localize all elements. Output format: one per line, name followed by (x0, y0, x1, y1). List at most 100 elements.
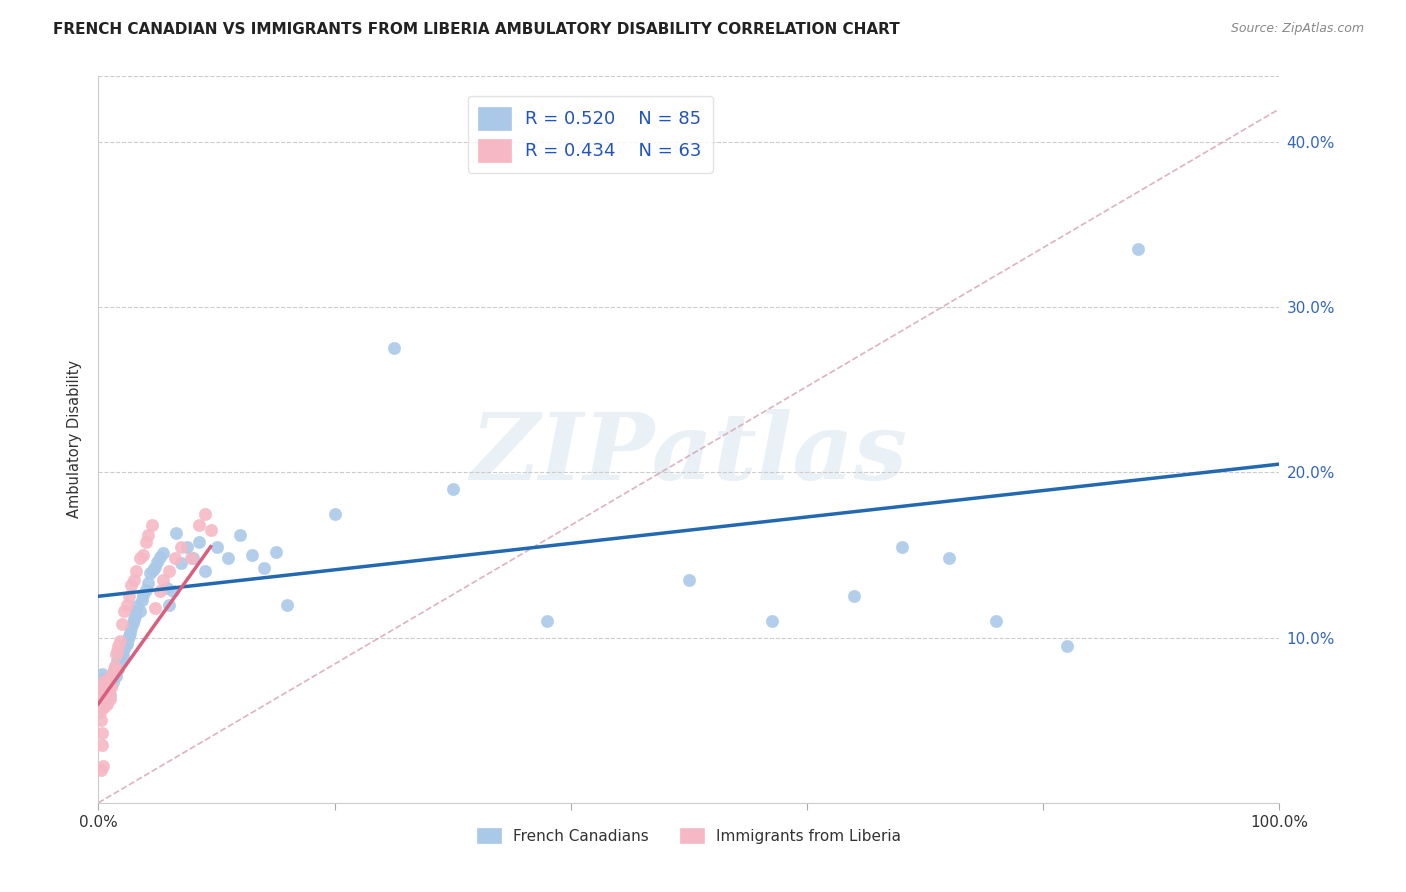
Point (97, 693, 120, 707)
Point (111, 645, 134, 659)
Point (1126, 242, 1149, 256)
Point (114, 637, 136, 651)
Point (181, 551, 204, 566)
Point (162, 584, 184, 599)
Point (105, 658, 128, 673)
Point (94, 689, 117, 703)
Point (105, 654, 128, 668)
Point (105, 647, 128, 661)
Point (93, 693, 115, 707)
Point (93, 683, 115, 698)
Point (89, 689, 111, 703)
Point (761, 614, 783, 628)
Point (89, 691, 111, 706)
Point (91, 677, 114, 691)
Point (91, 683, 114, 698)
Point (103, 662, 125, 676)
Point (142, 563, 165, 577)
Point (121, 578, 143, 592)
Point (844, 589, 866, 603)
Point (90, 700, 112, 714)
Point (93, 683, 115, 698)
Point (112, 648, 135, 663)
Point (96, 687, 118, 701)
Point (205, 540, 228, 554)
Point (98, 670, 121, 684)
Legend: French Canadians, Immigrants from Liberia: French Canadians, Immigrants from Liberi… (471, 822, 907, 850)
Point (104, 662, 127, 676)
Point (323, 507, 346, 521)
Point (1056, 639, 1078, 653)
Point (132, 548, 155, 562)
Point (240, 548, 263, 562)
Text: Source: ZipAtlas.com: Source: ZipAtlas.com (1230, 22, 1364, 36)
Point (678, 573, 700, 587)
Point (136, 576, 159, 591)
Point (105, 668, 128, 682)
Point (139, 566, 162, 581)
Point (104, 658, 127, 673)
Point (217, 551, 239, 566)
Point (124, 609, 146, 624)
Point (118, 629, 141, 643)
Point (93, 673, 115, 688)
Point (90, 680, 112, 694)
Point (91, 691, 114, 706)
Point (165, 551, 187, 566)
Point (91, 689, 114, 703)
Point (111, 617, 134, 632)
Text: FRENCH CANADIAN VS IMMIGRANTS FROM LIBERIA AMBULATORY DISABILITY CORRELATION CHA: FRENCH CANADIAN VS IMMIGRANTS FROM LIBER… (53, 22, 900, 37)
Point (101, 675, 124, 690)
Point (143, 559, 166, 574)
Point (94, 678, 117, 692)
Point (143, 600, 166, 615)
Point (97, 675, 120, 690)
Point (101, 665, 124, 680)
Point (105, 644, 128, 658)
Point (135, 534, 157, 549)
Point (93, 691, 115, 706)
Point (94, 697, 117, 711)
Point (93, 675, 115, 690)
Point (938, 551, 960, 566)
Point (91, 689, 114, 703)
Point (89, 683, 111, 698)
Point (149, 584, 172, 599)
Point (97, 683, 120, 698)
Point (90, 689, 112, 703)
Point (93, 700, 115, 714)
Point (194, 507, 217, 521)
Point (122, 573, 145, 587)
Point (128, 604, 150, 618)
Point (91, 738, 114, 752)
Point (94, 689, 117, 703)
Point (200, 523, 222, 537)
Point (253, 561, 276, 575)
Point (91, 678, 114, 692)
Point (91, 697, 114, 711)
Point (152, 573, 174, 587)
Point (100, 680, 122, 694)
Point (94, 677, 117, 691)
Point (91, 697, 114, 711)
Point (122, 612, 145, 626)
Point (98, 691, 121, 706)
Point (115, 598, 138, 612)
Point (157, 565, 180, 579)
Point (170, 540, 193, 554)
Point (276, 598, 298, 612)
Point (141, 518, 163, 533)
Point (91, 726, 114, 740)
Point (100, 670, 122, 684)
Point (135, 582, 157, 597)
Point (96, 691, 118, 706)
Point (112, 642, 135, 657)
Point (89, 705, 111, 719)
Point (98, 689, 121, 703)
Point (121, 621, 143, 635)
Point (98, 678, 121, 692)
Point (156, 581, 179, 595)
Point (115, 637, 138, 651)
Y-axis label: Ambulatory Disability: Ambulatory Disability (67, 360, 83, 518)
Point (107, 662, 129, 676)
